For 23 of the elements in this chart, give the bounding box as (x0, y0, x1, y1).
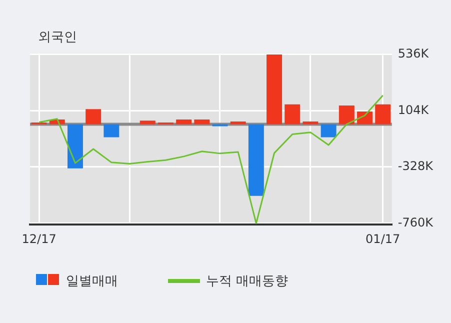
bar (230, 122, 246, 124)
legend-label: 누적 매매동향 (206, 273, 288, 290)
bar (140, 120, 156, 124)
bar (248, 124, 264, 196)
y-tick-label: -328K (398, 159, 434, 174)
x-tick-label: 01/17 (366, 232, 400, 246)
bar (86, 109, 102, 124)
bar (194, 120, 210, 124)
bar (302, 122, 318, 124)
bar (176, 120, 192, 124)
bar (284, 104, 300, 124)
legend-label: 일별매매 (66, 273, 118, 290)
bar (104, 124, 120, 138)
y-tick-label: 536K (398, 46, 430, 60)
bar (338, 105, 354, 124)
bar (320, 124, 336, 138)
bar (266, 54, 282, 124)
x-tick-label: 12/17 (22, 232, 56, 246)
y-tick-label: 104K (398, 102, 430, 117)
bar (68, 124, 83, 168)
y-tick-label: -760K (398, 215, 434, 230)
chart-title: 외국인 (38, 29, 77, 46)
bar (375, 104, 391, 124)
